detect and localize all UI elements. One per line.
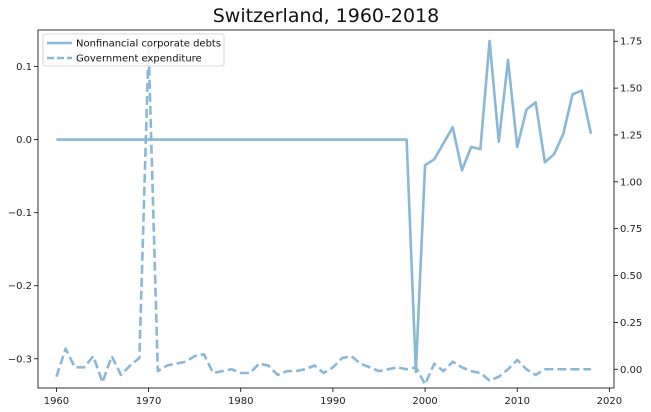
x-tick-label: 2010 — [505, 396, 530, 407]
legend: Nonfinancial corporate debts Government e… — [42, 33, 225, 67]
y-left-tick-label: −0.1 — [8, 208, 32, 219]
plot-area — [55, 39, 593, 386]
x-tick-label: 2020 — [597, 396, 622, 407]
y-right-tick-label: 0.25 — [620, 318, 642, 329]
x-tick-label: 1980 — [228, 396, 253, 407]
legend-label-2: Government expenditure — [76, 54, 202, 65]
legend-box — [42, 33, 225, 67]
y-left-tick-label: −0.3 — [8, 354, 32, 365]
y-left-tick-label: 0.1 — [16, 62, 32, 73]
x-axis: 1960 1970 1980 1990 2000 2010 2020 — [44, 388, 622, 407]
x-tick-label: 2000 — [412, 396, 437, 407]
series-line-2 — [55, 45, 591, 386]
y-right-tick-label: 0.50 — [620, 271, 642, 282]
x-tick-label: 1970 — [136, 396, 161, 407]
y-left-tick-label: −0.2 — [8, 281, 32, 292]
legend-label-1: Nonfinancial corporate debts — [76, 39, 221, 50]
axes-frame — [37, 29, 615, 389]
y-right-tick-label: 0.75 — [620, 224, 642, 235]
y-right-tick-label: 1.00 — [620, 177, 642, 188]
y-right-tick-label: 1.25 — [620, 130, 642, 141]
y-left-tick-label: 0.0 — [16, 135, 32, 146]
y-right-tick-label: 1.75 — [620, 37, 642, 48]
y-right-tick-label: 0.00 — [620, 365, 642, 376]
y-right-tick-label: 1.50 — [620, 84, 642, 95]
x-tick-label: 1960 — [44, 396, 69, 407]
x-tick-label: 1990 — [320, 396, 345, 407]
y-axis-right: 0.00 0.25 0.50 0.75 1.00 1.25 1.50 1.75 — [614, 37, 642, 376]
y-axis-left: −0.3 −0.2 −0.1 0.0 0.1 — [8, 62, 38, 365]
chart-title: Switzerland, 1960-2018 — [213, 5, 439, 27]
